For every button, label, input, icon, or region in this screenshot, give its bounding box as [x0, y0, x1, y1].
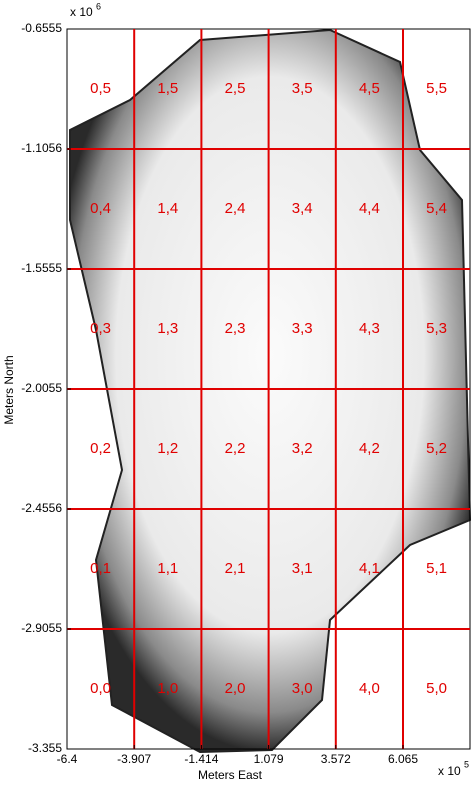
x-exponent: 5 — [464, 759, 469, 769]
y-tick-label: -2.9055 — [21, 621, 62, 635]
tile-label: 5,0 — [426, 680, 447, 697]
tile-label: 3,1 — [292, 560, 313, 577]
tile-label: 0,0 — [90, 680, 111, 697]
x-multiplier: x 10 — [438, 764, 461, 778]
y-tick-label: -2.4556 — [21, 501, 62, 515]
tile-label: 4,3 — [359, 320, 380, 337]
tile-label: 3,4 — [292, 200, 313, 217]
tile-label: 2,2 — [225, 440, 246, 457]
tile-label: 1,3 — [157, 320, 178, 337]
tile-label: 0,2 — [90, 440, 111, 457]
tile-label: 1,2 — [157, 440, 178, 457]
tile-label: 1,5 — [157, 80, 178, 97]
tile-label: 3,3 — [292, 320, 313, 337]
y-exponent: 6 — [96, 1, 101, 11]
tile-label: 4,0 — [359, 680, 380, 697]
tile-label: 3,2 — [292, 440, 313, 457]
x-tick-label: 1.079 — [254, 752, 284, 766]
tile-label: 4,1 — [359, 560, 380, 577]
tile-label: 3,0 — [292, 680, 313, 697]
x-tick-label: -6.4 — [57, 752, 78, 766]
tile-label: 4,2 — [359, 440, 380, 457]
y-tick-label: -1.5555 — [21, 261, 62, 275]
y-axis-label: Meters North — [2, 355, 16, 424]
y-multiplier: x 10 — [70, 5, 93, 19]
y-tick-label: -1.1056 — [21, 141, 62, 155]
y-tick-label: -3.355 — [28, 741, 62, 755]
tile-label: 4,5 — [359, 80, 380, 97]
greenland-mosaic — [69, 28, 472, 754]
tile-label: 2,1 — [225, 560, 246, 577]
tile-label: 2,3 — [225, 320, 246, 337]
tile-label: 0,1 — [90, 560, 111, 577]
x-tick-label: 3.572 — [321, 752, 351, 766]
tile-label: 5,1 — [426, 560, 447, 577]
y-tick-label: -2.0055 — [21, 381, 62, 395]
tile-label: 3,5 — [292, 80, 313, 97]
tile-label: 4,4 — [359, 200, 380, 217]
tile-label: 0,4 — [90, 200, 111, 217]
tile-label: 2,5 — [225, 80, 246, 97]
x-tick-label: -1.414 — [184, 752, 218, 766]
tile-label: 5,3 — [426, 320, 447, 337]
y-tick-label: -0.6555 — [21, 21, 62, 35]
tile-label: 2,4 — [225, 200, 246, 217]
x-tick-label: -3.907 — [117, 752, 151, 766]
tile-label: 5,5 — [426, 80, 447, 97]
tile-label: 2,0 — [225, 680, 246, 697]
tile-label: 1,1 — [157, 560, 178, 577]
tile-label: 5,4 — [426, 200, 447, 217]
tile-label: 1,4 — [157, 200, 178, 217]
tile-label: 5,2 — [426, 440, 447, 457]
x-axis-label: Meters East — [198, 768, 263, 782]
x-tick-label: 6.065 — [388, 752, 418, 766]
tile-label: 0,5 — [90, 80, 111, 97]
tile-label: 0,3 — [90, 320, 111, 337]
tile-label: 1,0 — [157, 680, 178, 697]
